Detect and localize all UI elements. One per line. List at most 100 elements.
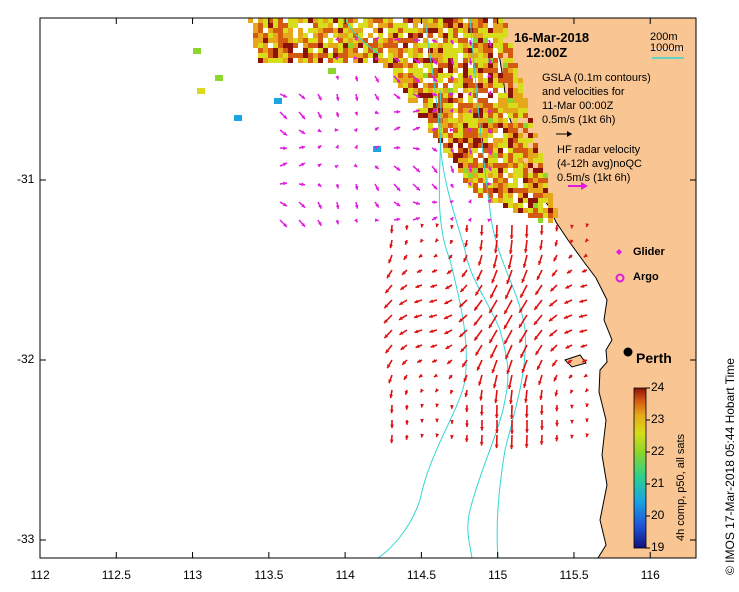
sst-pixel <box>503 48 508 53</box>
sst-pixel <box>498 78 503 83</box>
hf-arrow-head <box>539 246 543 250</box>
sst-pixel <box>488 143 493 148</box>
sst-pixel <box>463 23 468 28</box>
sst-pixel <box>463 63 468 68</box>
sst-pixel <box>533 153 538 158</box>
sst-pixel <box>478 163 483 168</box>
sst-pixel <box>538 168 543 173</box>
hf-arrow-head <box>509 415 514 419</box>
sst-pixel <box>453 18 458 23</box>
sst-pixel <box>388 43 393 48</box>
sst-pixel <box>503 128 508 133</box>
sst-pixel <box>473 53 478 58</box>
gsla-velocity-arrows <box>279 36 492 228</box>
sst-pixel <box>383 58 388 63</box>
sst-pixel <box>423 58 428 63</box>
sst-pixel <box>533 143 538 148</box>
gsla-arrow-head <box>467 127 472 132</box>
sst-pixel <box>533 148 538 153</box>
sst-pixel <box>443 83 448 88</box>
sst-pixel <box>503 33 508 38</box>
hf-arrow-head <box>384 334 389 339</box>
sst-pixel <box>498 103 503 108</box>
sst-pixel <box>478 18 483 23</box>
sst-pixel <box>508 108 513 113</box>
sst-pixel <box>453 68 458 73</box>
sst-pixel <box>483 83 488 88</box>
hf-arrow-head <box>552 362 556 367</box>
sst-pixel <box>413 48 418 53</box>
sst-pixel <box>493 43 498 48</box>
sst-pixel <box>538 213 543 218</box>
y-tick-label: -32 <box>17 352 35 366</box>
sst-pixel <box>433 103 438 108</box>
sst-pixel <box>518 108 523 113</box>
gsla-arrow-head <box>334 56 339 61</box>
sst-pixel <box>533 203 538 208</box>
sst-pixel <box>313 38 318 43</box>
sst-pixel <box>458 163 463 168</box>
hf-arrow-head <box>550 287 555 292</box>
sst-pixel <box>468 123 473 128</box>
sst-pixel <box>448 103 453 108</box>
sst-pixel <box>433 133 438 138</box>
hf-arrow-head <box>460 348 465 352</box>
sst-pixel <box>298 28 303 33</box>
sst-pixel <box>468 113 473 118</box>
sst-pixel <box>393 28 398 33</box>
gsla-arrow-head <box>282 93 287 98</box>
hf-arrow-head <box>565 285 570 289</box>
sst-pixel <box>528 178 533 183</box>
gsla-arrow-head <box>374 145 379 150</box>
hf-arrow-head <box>464 228 469 232</box>
sst-pixel <box>448 143 453 148</box>
sst-patch <box>193 18 558 223</box>
sst-pixel <box>398 48 403 53</box>
sst-pixel <box>463 118 468 123</box>
sst-pixel <box>428 33 433 38</box>
hf-arrow-head <box>462 363 466 367</box>
sst-pixel <box>473 33 478 38</box>
sst-pixel <box>483 178 488 183</box>
sst-pixel <box>538 153 543 158</box>
sst-pixel <box>473 178 478 183</box>
gsla-arrow-head <box>375 186 379 191</box>
gsla-arrow-head <box>415 93 420 98</box>
hf-arrow-head <box>504 309 508 314</box>
gsla-arrow-head <box>468 41 473 46</box>
gsla-arrow-head <box>335 37 339 42</box>
hf-arrow-head <box>504 339 508 344</box>
sst-pixel <box>258 58 263 63</box>
hf-arrow-head <box>476 276 481 281</box>
sst-pixel <box>468 118 473 123</box>
hf-arrow-head <box>429 329 434 334</box>
hf-arrow-head <box>554 407 559 412</box>
sst-pixel <box>483 108 488 113</box>
hf-arrow-head <box>554 437 559 442</box>
sst-pixel <box>523 173 528 178</box>
hf-arrow-head <box>417 359 422 363</box>
x-tick-label: 112.5 <box>101 568 131 582</box>
sst-pixel <box>493 88 498 93</box>
sst-pixel <box>478 48 483 53</box>
sst-pixel <box>473 23 478 28</box>
hf-arrow-head <box>385 289 390 294</box>
hf-arrow-head <box>565 345 570 349</box>
sst-pixel <box>528 158 533 163</box>
sst-pixel <box>473 173 478 178</box>
sst-pixel <box>303 33 308 38</box>
sst-pixel <box>363 53 368 58</box>
sst-pixel <box>498 188 503 193</box>
sst-pixel <box>383 23 388 28</box>
sst-pixel <box>528 163 533 168</box>
hf-arrow-head <box>464 243 469 247</box>
sst-pixel <box>448 73 453 78</box>
sst-pixel <box>498 83 503 88</box>
hf-arrow-head <box>570 404 574 409</box>
x-tick-label: 115 <box>488 568 508 582</box>
sst-pixel <box>498 178 503 183</box>
hf-arrow-head <box>520 353 524 358</box>
sst-pixel <box>393 78 398 83</box>
gsla-arrow-head <box>354 97 359 101</box>
gsla-arrow-head <box>335 184 340 189</box>
